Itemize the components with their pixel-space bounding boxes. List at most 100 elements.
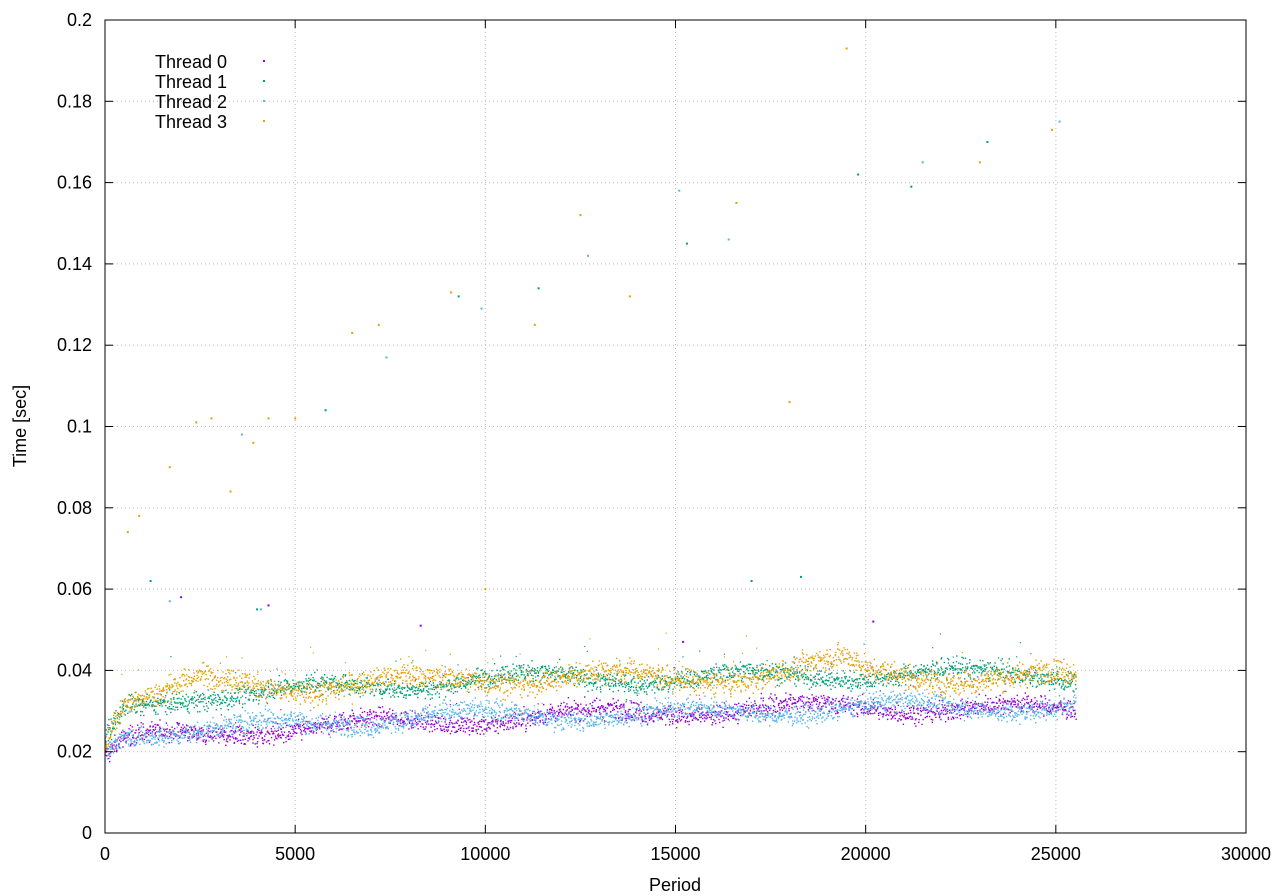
data-point [202, 740, 204, 743]
data-point [480, 669, 482, 672]
data-point [497, 685, 499, 687]
data-point [741, 677, 743, 680]
data-point [757, 669, 760, 671]
data-point [1034, 674, 1036, 677]
data-point [1019, 701, 1022, 704]
data-point [565, 710, 567, 712]
data-point [747, 707, 749, 709]
data-point [441, 715, 443, 717]
data-point [624, 711, 627, 713]
data-point [221, 732, 223, 734]
data-point [145, 700, 148, 703]
data-point [187, 696, 189, 698]
data-point [227, 735, 229, 737]
data-point [694, 683, 696, 685]
data-point [915, 675, 918, 677]
data-point [292, 685, 295, 687]
data-point [478, 674, 481, 676]
data-point [204, 735, 207, 737]
data-point [569, 713, 572, 716]
data-point [219, 703, 221, 706]
data-point [163, 728, 165, 730]
data-point [107, 753, 110, 755]
data-point [165, 735, 168, 737]
data-point [385, 689, 387, 692]
data-point [842, 697, 844, 700]
data-point [966, 710, 968, 713]
data-point [156, 731, 159, 733]
data-point [192, 734, 194, 736]
data-point [682, 676, 684, 678]
data-point [486, 678, 488, 681]
data-point [678, 677, 680, 680]
data-point [455, 686, 457, 688]
data-point [812, 709, 814, 712]
data-point [520, 671, 522, 673]
data-point [963, 671, 965, 674]
data-point [793, 668, 795, 670]
data-point [476, 725, 478, 727]
data-point [482, 672, 485, 674]
data-point [830, 681, 832, 684]
data-point [279, 684, 281, 687]
data-point [1014, 701, 1017, 703]
data-point [220, 728, 222, 731]
data-point [389, 708, 391, 710]
data-point [174, 734, 176, 736]
data-point [968, 662, 971, 664]
data-point [730, 668, 732, 670]
data-point [907, 717, 909, 720]
data-point [936, 663, 938, 665]
data-point [700, 721, 702, 723]
data-point [493, 725, 495, 727]
data-point [185, 728, 188, 731]
data-point [200, 730, 203, 732]
data-point [315, 727, 318, 729]
data-point [885, 707, 887, 709]
data-point [586, 684, 588, 686]
data-point [450, 690, 452, 693]
data-point [146, 740, 148, 742]
data-point [582, 707, 584, 710]
data-point [713, 677, 716, 679]
data-point [365, 686, 367, 688]
data-point [447, 726, 449, 729]
data-point [824, 679, 826, 682]
data-point [388, 688, 391, 690]
data-point [951, 716, 954, 718]
data-point [156, 724, 159, 726]
data-point [160, 700, 162, 702]
data-point [497, 732, 499, 735]
data-point [240, 721, 242, 724]
data-point [1011, 698, 1013, 700]
data-point [296, 724, 298, 726]
data-point [729, 673, 731, 675]
data-point [693, 717, 695, 719]
data-point [732, 676, 734, 678]
data-point [242, 735, 244, 737]
data-point [602, 707, 604, 709]
data-point [146, 742, 148, 744]
data-point [762, 663, 764, 665]
data-point [452, 723, 454, 725]
data-point [689, 681, 691, 683]
data-point [173, 737, 175, 740]
data-point [430, 684, 433, 686]
data-point [168, 730, 170, 732]
data-point [392, 691, 394, 693]
data-point [198, 729, 200, 731]
data-point [985, 668, 987, 670]
data-point [500, 655, 502, 657]
data-point [937, 671, 940, 674]
data-point [894, 717, 896, 720]
data-point [930, 710, 932, 712]
data-point [592, 707, 594, 710]
data-point [812, 683, 814, 685]
data-point [768, 698, 770, 700]
data-point [469, 683, 472, 685]
data-point [260, 731, 262, 734]
data-point [338, 687, 340, 689]
data-point [836, 712, 839, 714]
data-point [799, 697, 801, 700]
data-point [730, 676, 733, 679]
